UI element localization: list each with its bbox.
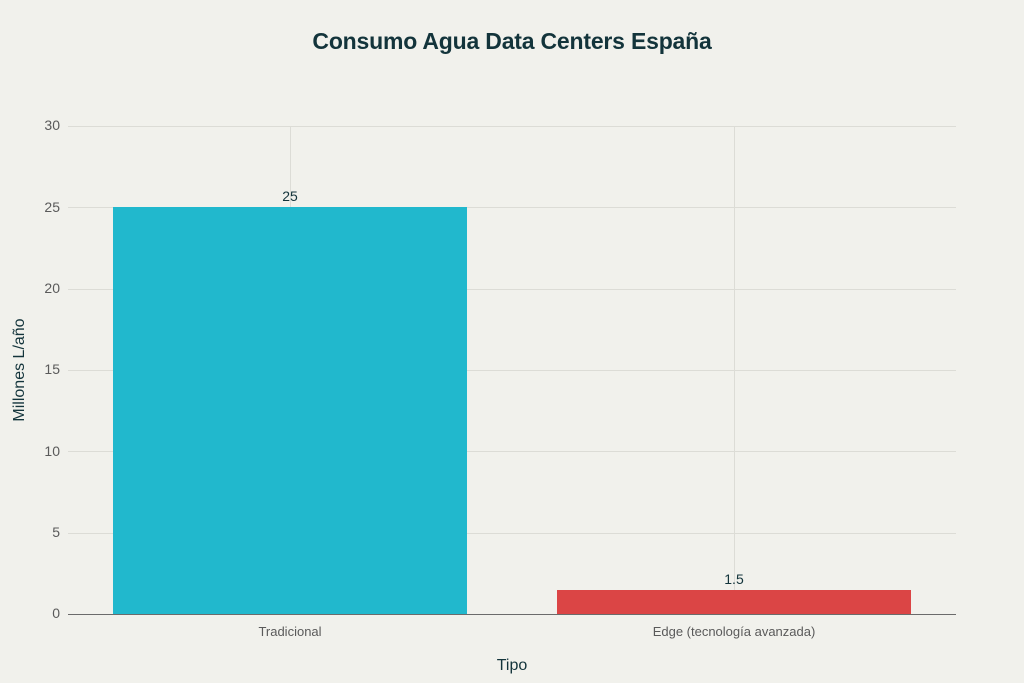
- y-tick: 20: [44, 280, 60, 296]
- gridline: [68, 126, 956, 127]
- gridline: [68, 533, 956, 534]
- gridline: [68, 207, 956, 208]
- y-tick: 0: [52, 605, 60, 621]
- x-tick-edge: Edge (tecnología avanzada): [652, 624, 816, 639]
- plot-area: 25 1.5: [68, 126, 956, 615]
- bar-tradicional[interactable]: [113, 207, 467, 614]
- y-tick: 30: [44, 117, 60, 133]
- x-tick-tradicional: Tradicional: [258, 624, 322, 639]
- y-tick: 5: [52, 524, 60, 540]
- vertical-gridline: [734, 126, 735, 614]
- y-tick: 25: [44, 199, 60, 215]
- gridline: [68, 451, 956, 452]
- bar-value-label: 25: [282, 188, 298, 204]
- gridline: [68, 370, 956, 371]
- bar-value-label: 1.5: [724, 571, 744, 587]
- x-axis-line: [68, 614, 956, 615]
- chart-title: Consumo Agua Data Centers España: [312, 28, 712, 54]
- x-axis-label: Tipo: [496, 657, 528, 674]
- y-tick: 15: [44, 361, 60, 377]
- gridline: [68, 289, 956, 290]
- bar-edge[interactable]: [557, 590, 911, 614]
- y-tick: 10: [44, 443, 60, 459]
